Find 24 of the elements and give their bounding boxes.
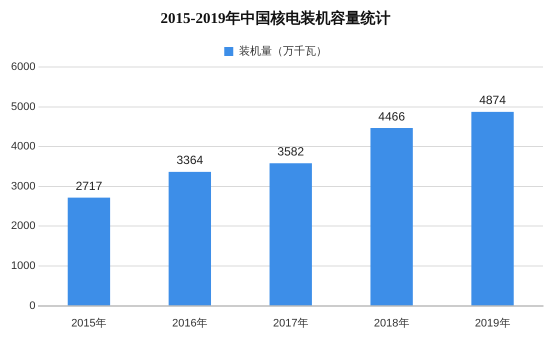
data-label: 2717 [76, 178, 103, 193]
bar [370, 128, 413, 306]
data-label: 3582 [277, 144, 304, 159]
x-tick-label: 2019年 [474, 317, 510, 330]
y-tick-label: 4000 [10, 140, 36, 153]
bar [471, 112, 514, 306]
chart-title: 2015-2019年中国核电装机容量统计 [160, 8, 390, 27]
y-tick-label: 0 [29, 300, 36, 312]
y-tick-label: 3000 [10, 180, 36, 192]
y-tick-label: 6000 [10, 61, 36, 74]
x-tick-label: 2015年 [71, 317, 107, 330]
legend-label: 装机量（万千瓦） [238, 44, 327, 58]
bar [168, 172, 212, 306]
data-label: 3364 [176, 153, 204, 168]
bar [270, 163, 312, 306]
x-tick-label: 2018年 [374, 317, 410, 330]
y-tick-label: 2000 [10, 220, 36, 232]
x-tick-label: 2017年 [272, 317, 308, 330]
bar [68, 198, 110, 306]
y-tick-label: 5000 [10, 100, 36, 113]
x-tick-label: 2016年 [172, 317, 208, 330]
data-label: 4466 [378, 109, 406, 124]
data-label: 4874 [479, 93, 506, 108]
y-tick-label: 1000 [10, 260, 36, 272]
